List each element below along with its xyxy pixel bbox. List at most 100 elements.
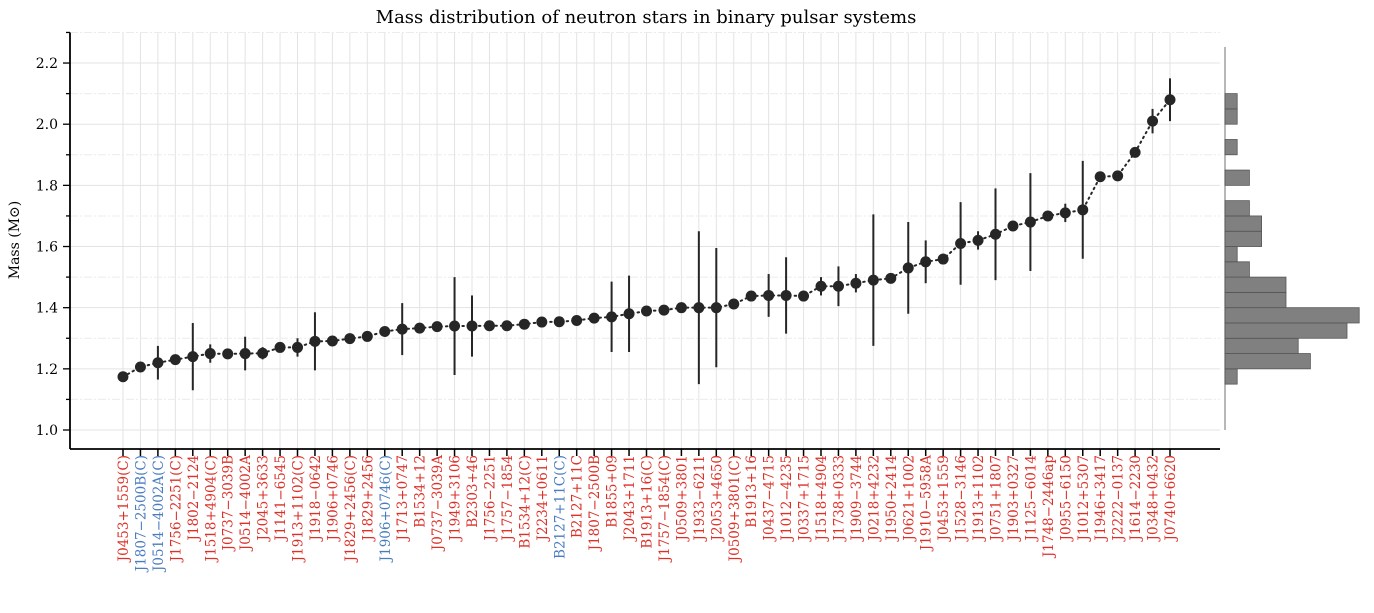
data-point [222, 348, 234, 360]
data-point [832, 280, 844, 292]
x-tick-labels: J0453+1559(C) J1807−2500B(C) J0514−4002A(C… [116, 455, 1179, 573]
data-point [536, 316, 548, 328]
data-point [326, 335, 338, 347]
x-tick-label: B2303+46 [465, 455, 481, 528]
data-point [728, 298, 740, 310]
x-tick-label: J1933−6211 [692, 455, 708, 542]
data-point [588, 312, 600, 324]
data-point [658, 304, 670, 316]
data-point [815, 280, 827, 292]
data-point [344, 333, 356, 345]
data-point [955, 237, 967, 249]
data-point [571, 315, 583, 327]
x-tick-label: J1141−6545 [273, 455, 289, 542]
y-tick-label: 2.0 [36, 117, 58, 133]
histogram-bar [1224, 215, 1262, 232]
data-point [1112, 170, 1124, 182]
data-point [885, 272, 897, 284]
x-tick-label: J1829+2456(C) [343, 455, 359, 563]
data-point [553, 316, 565, 328]
x-tick-label: J0514−4002A [238, 455, 254, 552]
x-tick-label: J1950+2414 [884, 455, 900, 542]
data-point [449, 320, 461, 332]
x-tick-label: J0740+6620 [1163, 455, 1179, 542]
data-point [431, 321, 443, 333]
x-tick-label: J0509+3801(C) [727, 455, 743, 563]
x-tick-label: J0437−4715 [762, 455, 778, 542]
x-tick-label: J0621+1002 [901, 455, 917, 542]
x-tick-label: J1125−6014 [1023, 455, 1039, 542]
x-tick-label: J2053+4650 [709, 455, 725, 542]
x-tick-label: J1802−2124 [186, 455, 202, 542]
data-point [204, 348, 216, 360]
x-tick-label: J1012−4235 [779, 455, 795, 542]
data-point [623, 308, 635, 320]
data-point [414, 322, 426, 334]
histogram-bar [1224, 246, 1238, 263]
histogram-bar [1224, 169, 1250, 186]
x-tick-label: J1756−2251(C) [168, 455, 184, 563]
histogram-bar [1224, 322, 1348, 339]
x-tick-label: J0509+3801 [674, 455, 690, 542]
data-point [1059, 207, 1071, 219]
x-tick-label: B2127+11C [570, 455, 586, 538]
x-tick-label: J1518+4904(C) [203, 455, 219, 563]
y-tick-label: 1.6 [36, 240, 58, 256]
x-tick-label: J1756−2251 [482, 455, 498, 542]
data-point [745, 290, 757, 302]
data-point [117, 371, 129, 383]
y-tick-label: 1.0 [36, 423, 58, 439]
x-tick-label: J1918−0642 [308, 455, 324, 542]
x-tick-label: J0751+1807 [989, 455, 1005, 542]
data-point [1164, 94, 1176, 106]
y-tick-labels: 1.0 1.2 1.4 1.6 1.8 2.0 2.2 [36, 56, 58, 439]
y-axis-label: Mass (M⊙) [7, 201, 23, 280]
histogram-bar [1224, 230, 1262, 247]
data-point [641, 305, 652, 317]
data-point [187, 351, 199, 363]
y-tick-label: 1.4 [36, 301, 58, 317]
histogram-bar [1224, 139, 1238, 156]
histogram-bar [1224, 108, 1238, 125]
x-tick-label: J1757−1854 [500, 455, 516, 542]
x-tick-label: J2043+1711 [622, 455, 638, 542]
x-tick-label: J0955−6150 [1058, 455, 1074, 542]
data-point [309, 335, 321, 347]
data-point [396, 323, 408, 335]
x-tick-label: J0348+0432 [1146, 455, 1162, 542]
histogram-bar [1224, 261, 1250, 278]
x-tick-label: J2222−0137 [1111, 455, 1127, 542]
data-point [990, 228, 1001, 240]
histogram [1224, 47, 1360, 430]
x-tick-label: J1949+3106 [448, 455, 464, 542]
data-point [134, 361, 146, 373]
x-tick-label: J0218+4232 [866, 455, 882, 542]
data-point [606, 311, 618, 323]
data-point [798, 290, 810, 302]
x-tick-label: J1913+1102 [971, 455, 987, 542]
x-tick-label: J0453+1559 [936, 455, 952, 542]
y-tick-label: 1.2 [36, 362, 58, 378]
histogram-bar [1224, 353, 1311, 370]
data-point [710, 302, 722, 314]
data-point [466, 320, 478, 332]
data-point [292, 341, 303, 353]
histogram-bar [1224, 276, 1287, 293]
x-tick-label: J1738+0333 [831, 455, 847, 542]
x-tick-label: J1807−2500B [587, 455, 603, 552]
data-point [1147, 115, 1159, 127]
data-marks [117, 78, 1176, 391]
data-point [675, 302, 687, 314]
x-tick-label: B1913+16 [744, 455, 760, 528]
data-point [850, 277, 862, 289]
data-point [902, 262, 914, 274]
data-point [1024, 216, 1036, 228]
x-tick-label: J1829+2456 [360, 455, 376, 542]
x-tick-label: J1909−3744 [849, 455, 865, 542]
x-tick-label: J1946+3417 [1093, 455, 1109, 542]
data-point [920, 256, 932, 268]
x-tick-label: J2234+0611 [535, 455, 551, 542]
data-point [1077, 204, 1089, 216]
x-tick-label: J2045+3633 [256, 455, 272, 542]
